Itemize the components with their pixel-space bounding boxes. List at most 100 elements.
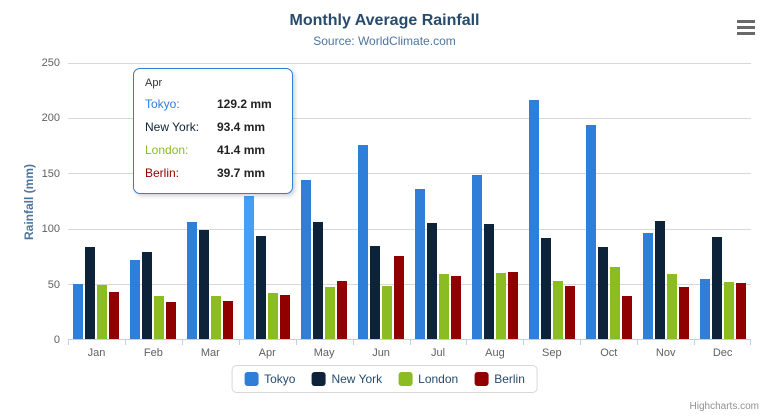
tooltip-series-label: Tokyo: — [145, 97, 180, 111]
bar-berlin-jan[interactable] — [109, 292, 120, 339]
x-axis-tick — [68, 339, 69, 345]
x-axis-label: Jan — [87, 347, 106, 359]
bar-berlin-oct[interactable] — [621, 295, 632, 339]
bar-new-york-dec[interactable] — [711, 237, 722, 339]
bar-london-may[interactable] — [325, 287, 336, 339]
legend-label: London — [418, 372, 459, 386]
bar-berlin-feb[interactable] — [166, 302, 177, 339]
x-axis-tick — [750, 339, 752, 345]
bar-new-york-oct[interactable] — [597, 246, 608, 339]
legend-item-tokyo[interactable]: Tokyo — [244, 372, 295, 386]
hamburger-icon — [737, 19, 755, 23]
bar-new-york-nov[interactable] — [654, 221, 665, 339]
x-axis-tick — [409, 339, 411, 345]
legend: Tokyo New York London Berlin — [231, 365, 538, 393]
tooltip: Apr Tokyo: 129.2 mm New York: 93.4 mm London… — [133, 68, 293, 194]
tooltip-series-value: 93.4 mm — [217, 120, 266, 134]
bar-new-york-may[interactable] — [313, 221, 324, 339]
bar-london-jun[interactable] — [382, 285, 393, 339]
bar-london-dec[interactable] — [723, 282, 734, 339]
bar-berlin-apr[interactable] — [280, 295, 291, 339]
bar-new-york-sep[interactable] — [540, 238, 551, 339]
legend-label: Tokyo — [264, 372, 296, 386]
bar-group-aug: Aug — [466, 63, 523, 359]
bar-group-jun: Jun — [352, 63, 410, 359]
x-axis-label: Sep — [542, 347, 562, 359]
y-axis-labels: 0 50 100 150 200 250 — [0, 57, 60, 346]
legend-item-new-york[interactable]: New York — [311, 372, 382, 386]
bar-berlin-jul[interactable] — [450, 275, 461, 339]
x-axis-label: Jul — [430, 347, 446, 359]
bar-tokyo-aug[interactable] — [471, 175, 482, 339]
bar-london-jan[interactable] — [97, 285, 108, 339]
y-axis-label: 100 — [41, 223, 60, 236]
x-axis-label: Aug — [485, 347, 505, 359]
bar-berlin-may[interactable] — [337, 280, 348, 339]
bar-new-york-jul[interactable] — [426, 223, 437, 339]
bar-london-apr[interactable] — [268, 293, 279, 339]
bar-group-jan: Jan — [68, 63, 125, 359]
bar-berlin-dec[interactable] — [735, 282, 746, 339]
bar-berlin-nov[interactable] — [678, 287, 689, 339]
bar-tokyo-oct[interactable] — [585, 124, 596, 339]
x-axis-label: Nov — [655, 347, 676, 359]
bar-berlin-sep[interactable] — [564, 286, 575, 339]
bar-tokyo-sep[interactable] — [528, 100, 539, 339]
bar-london-sep[interactable] — [552, 281, 563, 339]
plot-area: Jan Feb Mar Apr May Jun Jul Aug Sep Oct Nov Dec — [68, 63, 752, 359]
context-menu-button[interactable] — [733, 16, 757, 38]
tooltip-row: Berlin: 39.7 mm — [145, 162, 281, 185]
bar-london-mar[interactable] — [211, 295, 222, 339]
bar-tokyo-jun[interactable] — [358, 144, 369, 339]
bar-new-york-jun[interactable] — [370, 245, 381, 339]
x-axis-label: Feb — [143, 347, 163, 359]
legend-label: New York — [331, 372, 383, 386]
bar-new-york-feb[interactable] — [142, 252, 153, 339]
bar-group-jul: Jul — [409, 63, 467, 359]
bar-tokyo-jul[interactable] — [414, 189, 425, 339]
bar-new-york-mar[interactable] — [199, 230, 210, 339]
gridline — [68, 173, 751, 175]
bar-london-jul[interactable] — [438, 273, 449, 339]
bar-group-dec: Dec — [694, 63, 752, 359]
bar-tokyo-jan[interactable] — [73, 283, 84, 339]
gridline — [68, 118, 751, 120]
tooltip-series-value: 129.2 mm — [217, 97, 272, 111]
bar-tokyo-nov[interactable] — [642, 233, 653, 339]
bar-london-feb[interactable] — [154, 296, 165, 339]
x-axis-tick — [352, 339, 354, 345]
bar-group-oct: Oct — [580, 63, 637, 359]
bar-london-nov[interactable] — [666, 273, 677, 339]
x-axis-tick — [580, 339, 582, 345]
legend-label: Berlin — [494, 372, 525, 386]
x-axis-label: Dec — [712, 347, 733, 359]
bar-tokyo-feb[interactable] — [130, 260, 141, 339]
x-axis-label: May — [313, 347, 335, 359]
gridline — [68, 63, 751, 64]
bar-new-york-aug[interactable] — [483, 223, 494, 339]
tooltip-series-label: New York: — [145, 120, 200, 134]
legend-item-london[interactable]: London — [398, 372, 458, 386]
x-axis-tick — [523, 339, 525, 345]
bar-group-mar: Mar — [181, 63, 239, 359]
legend-item-berlin[interactable]: Berlin — [474, 372, 525, 386]
x-axis-tick — [694, 339, 696, 345]
credits-link[interactable]: Highcharts.com — [689, 401, 759, 412]
bar-berlin-mar[interactable] — [223, 300, 234, 339]
bar-new-york-apr[interactable] — [256, 235, 267, 339]
legend-swatch-icon — [311, 372, 326, 386]
bar-london-oct[interactable] — [609, 267, 620, 339]
chart-title: Monthly Average Rainfall — [289, 12, 480, 29]
bar-tokyo-may[interactable] — [301, 180, 312, 339]
bar-berlin-jun[interactable] — [394, 255, 405, 339]
x-axis-tick — [181, 339, 183, 345]
bar-tokyo-mar[interactable] — [187, 221, 198, 339]
bar-new-york-jan[interactable] — [85, 246, 96, 339]
bar-london-aug[interactable] — [495, 273, 506, 339]
bar-group-may: May — [295, 63, 353, 359]
tooltip-row: Tokyo: 129.2 mm — [145, 93, 281, 116]
bar-tokyo-apr[interactable] — [244, 196, 255, 339]
bar-tokyo-dec[interactable] — [699, 278, 710, 339]
bar-berlin-aug[interactable] — [507, 272, 518, 339]
gridline — [68, 283, 751, 285]
